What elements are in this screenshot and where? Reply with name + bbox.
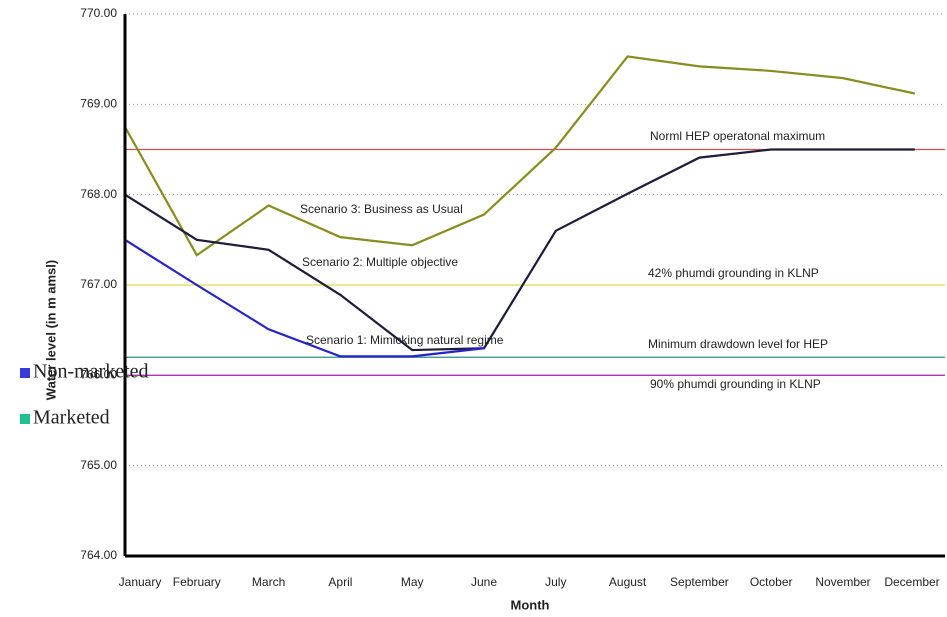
- x-tick-label: June: [471, 575, 497, 589]
- x-tick-label: August: [609, 575, 647, 589]
- x-tick-label: November: [815, 575, 870, 589]
- x-tick-label: March: [252, 575, 285, 589]
- y-tick-label: 766.00: [80, 368, 117, 382]
- y-tick-label: 767.00: [80, 277, 117, 291]
- x-tick-label: May: [401, 575, 424, 589]
- series-line: [124, 148, 915, 352]
- x-axis-title: Month: [511, 597, 550, 612]
- reference-label: 90% phumdi grounding in KLNP: [650, 377, 821, 391]
- x-tick-label: January: [119, 575, 162, 589]
- x-tick-label: December: [884, 575, 939, 589]
- x-tick-label: July: [545, 575, 566, 589]
- series-label: Scenario 2: Multiple objective: [302, 255, 458, 269]
- series-line: [124, 238, 485, 358]
- x-tick-label: February: [173, 575, 221, 589]
- legend-swatch: [20, 414, 30, 424]
- legend-swatch: [20, 368, 30, 378]
- series-label: Scenario 3: Business as Usual: [300, 202, 463, 216]
- y-tick-label: 769.00: [80, 97, 117, 111]
- reference-label: Norml HEP operatonal maximum: [650, 129, 825, 143]
- series-line: [124, 55, 916, 257]
- reference-label: Minimum drawdown level for HEP: [648, 337, 828, 351]
- legend-label: Marketed: [33, 407, 110, 429]
- x-tick-label: October: [750, 575, 793, 589]
- series-label: Scenario 1: Mimicking natural regime: [306, 333, 504, 347]
- y-tick-label: 770.00: [80, 6, 117, 20]
- y-tick-label: 764.00: [80, 548, 117, 562]
- x-tick-label: April: [328, 575, 352, 589]
- y-tick-label: 768.00: [80, 187, 117, 201]
- y-tick-label: 765.00: [80, 458, 117, 472]
- reference-label: 42% phumdi grounding in KLNP: [648, 266, 819, 280]
- legend-label: Non-marketed: [33, 361, 149, 383]
- y-axis-title: Water level (in m amsl): [43, 260, 58, 400]
- x-tick-label: September: [670, 575, 729, 589]
